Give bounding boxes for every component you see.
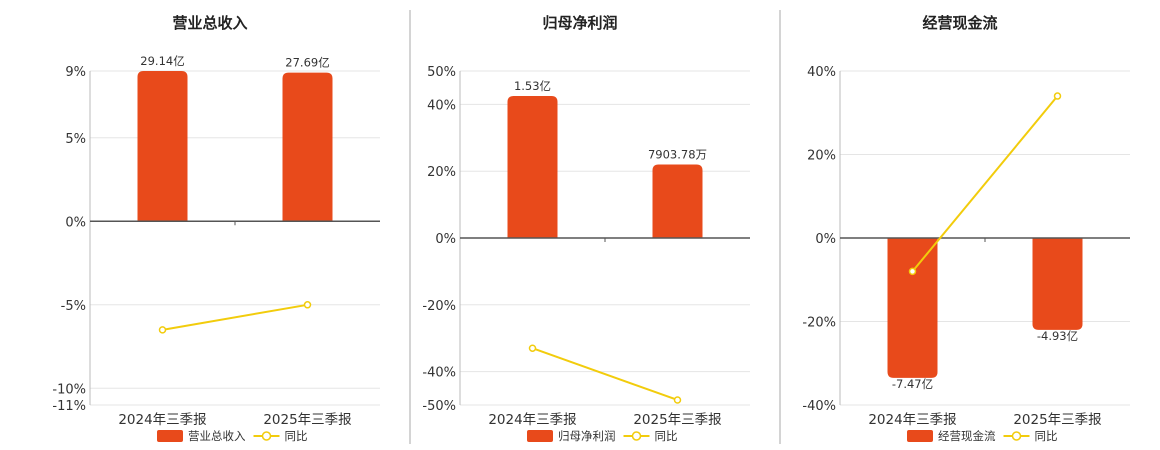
yoy-point — [528, 344, 537, 352]
legend-line-label: 同比 — [655, 429, 678, 443]
yoy-point — [673, 396, 682, 404]
yoy-line — [532, 347, 678, 401]
chart-title: 归母净利润 — [542, 14, 617, 32]
bar-data-label: -7.47亿 — [892, 377, 933, 391]
x-category-label: 2024年三季报 — [868, 412, 956, 428]
x-category-label: 2024年三季报 — [488, 412, 576, 428]
bar — [137, 71, 188, 222]
y-tick-label: 5% — [65, 132, 86, 147]
chart-title: 营业总收入 — [172, 14, 247, 32]
x-category-label: 2024年三季报 — [118, 412, 206, 428]
panel-operating-cashflow: 经营现金流 40% 20% 0% -20% -40% -7.47亿 2024年三季报 -4.93… — [802, 14, 1130, 443]
y-tick-label: -11% — [52, 399, 86, 414]
y-tick-label: -20% — [422, 299, 456, 314]
bar-data-label: 7903.78万 — [648, 148, 707, 162]
y-tick-label: 9% — [65, 65, 86, 80]
bar — [887, 238, 938, 378]
bar — [507, 96, 558, 238]
y-tick-label: 0% — [815, 232, 836, 247]
y-tick-label: 40% — [807, 65, 836, 80]
y-tick-label: -10% — [52, 382, 86, 397]
bar — [282, 72, 333, 222]
bar-data-label: 29.14亿 — [140, 54, 184, 68]
yoy-point — [1053, 92, 1062, 100]
y-tick-label: -5% — [61, 299, 86, 314]
legend-bar-label: 营业总收入 — [188, 429, 246, 443]
legend-line-marker — [1011, 431, 1022, 441]
y-tick-label: 40% — [427, 98, 456, 113]
x-category-label: 2025年三季报 — [1013, 412, 1101, 428]
panel-net-profit: 归母净利润 50% 40% 20% 0% -20% -40% -50% 1.53亿 2024年三季… — [422, 14, 750, 443]
y-tick-label: 20% — [807, 149, 836, 164]
x-category-label: 2025年三季报 — [633, 412, 721, 428]
legend-bar-label: 归母净利润 — [558, 429, 616, 443]
chart-title: 经营现金流 — [922, 14, 997, 32]
y-tick-label: -50% — [422, 399, 456, 414]
legend-line-label: 同比 — [1035, 429, 1058, 443]
y-tick-label: -20% — [802, 316, 836, 331]
yoy-point — [303, 301, 312, 309]
yoy-point — [158, 326, 167, 334]
bar-data-label: 27.69亿 — [285, 56, 329, 70]
legend-bar-swatch — [907, 430, 933, 442]
y-tick-label: 0% — [435, 232, 456, 247]
legend-line-marker — [261, 431, 272, 441]
x-category-label: 2025年三季报 — [263, 412, 351, 428]
bar — [1032, 238, 1083, 330]
legend-line-label: 同比 — [285, 429, 308, 443]
yoy-line — [162, 303, 308, 331]
y-tick-label: 0% — [65, 215, 86, 230]
yoy-line — [911, 95, 1059, 273]
legend-bar-label: 经营现金流 — [938, 429, 996, 443]
y-tick-label: -40% — [802, 399, 836, 414]
bar-data-label: -4.93亿 — [1037, 329, 1078, 343]
legend-bar-swatch — [527, 430, 553, 442]
yoy-point — [908, 267, 917, 276]
bar — [652, 164, 703, 238]
panel-revenue: 营业总收入 9% 5% 0% -5% -10% -11% 29.14亿 2024年三季报 27.6… — [52, 14, 380, 443]
y-tick-label: -40% — [422, 366, 456, 381]
legend-bar-swatch — [157, 430, 183, 442]
legend-line-marker — [631, 431, 642, 441]
bar-data-label: 1.53亿 — [514, 79, 551, 93]
y-tick-label: 20% — [427, 165, 456, 180]
y-tick-label: 50% — [427, 65, 456, 80]
